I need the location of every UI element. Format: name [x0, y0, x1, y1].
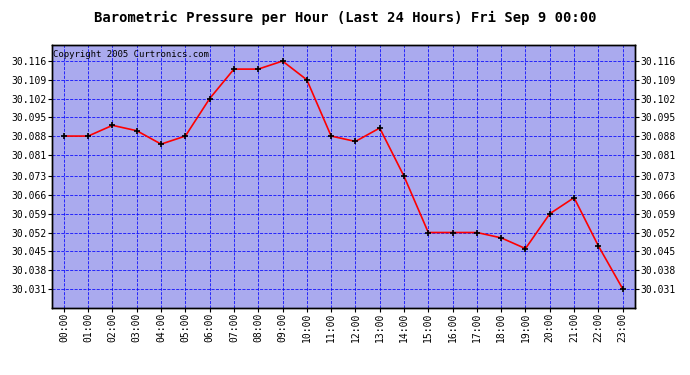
Text: Barometric Pressure per Hour (Last 24 Hours) Fri Sep 9 00:00: Barometric Pressure per Hour (Last 24 Ho… [94, 11, 596, 26]
Text: Copyright 2005 Curtronics.com: Copyright 2005 Curtronics.com [53, 50, 209, 59]
